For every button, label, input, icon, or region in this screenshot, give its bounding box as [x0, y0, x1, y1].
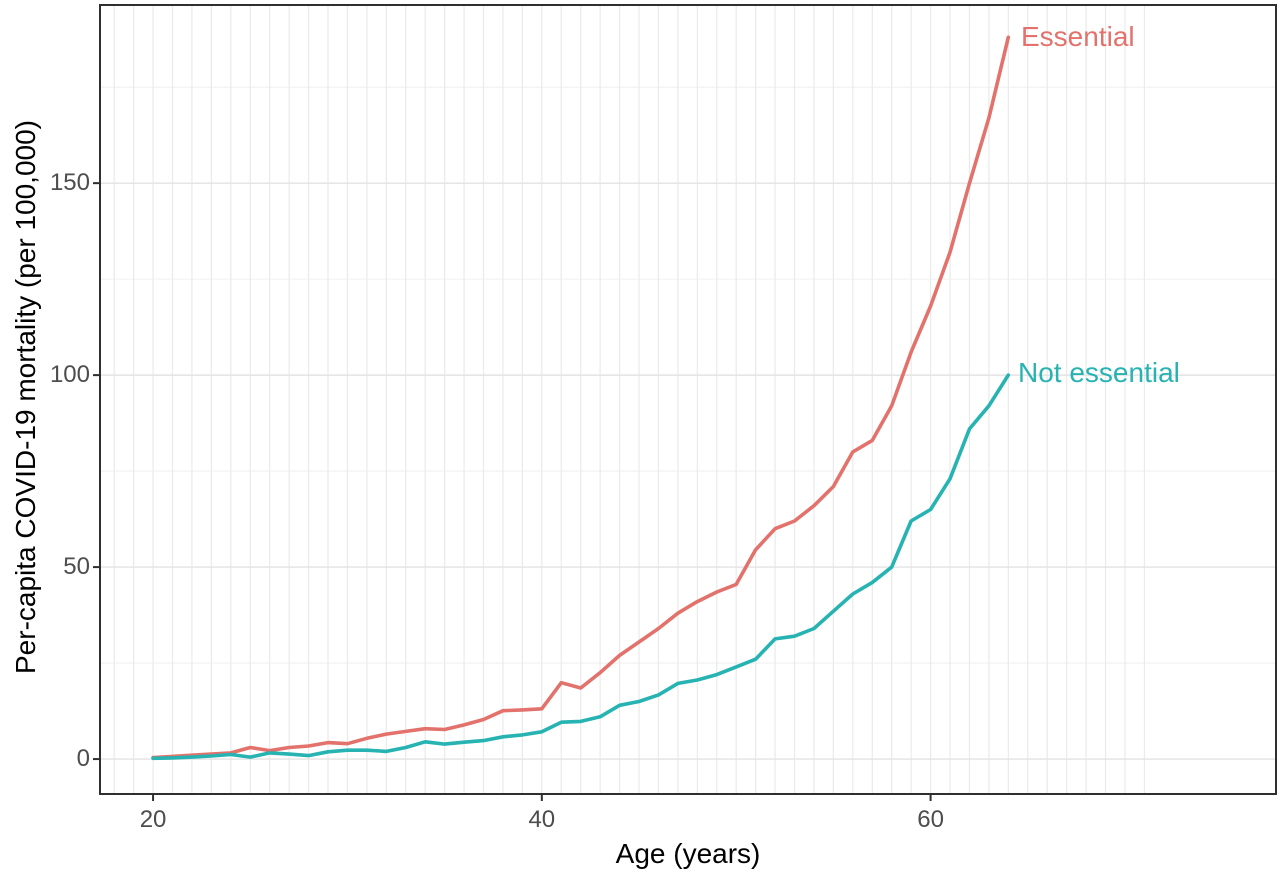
x-tick-label: 40: [528, 806, 556, 833]
data-line-essential: [151, 35, 1011, 760]
y-tick-label: 0: [76, 744, 90, 772]
data-line-not-essential: [151, 373, 1011, 761]
y-tick-label: 50: [63, 552, 90, 580]
series-label-not-essential: Not essential: [1018, 357, 1180, 388]
y-tick-label: 100: [49, 361, 90, 389]
x-axis-title: Age (years): [615, 838, 761, 869]
panel-border: [99, 4, 1277, 795]
x-tick-label: 20: [139, 806, 167, 833]
series-label-essential: Essential: [1021, 21, 1135, 52]
y-axis-title: Per-capita COVID-19 mortality (per 100,0…: [10, 120, 41, 674]
panel-background: [100, 5, 1276, 794]
y-tick-label: 150: [49, 169, 90, 197]
x-tick-label: 60: [917, 806, 944, 833]
